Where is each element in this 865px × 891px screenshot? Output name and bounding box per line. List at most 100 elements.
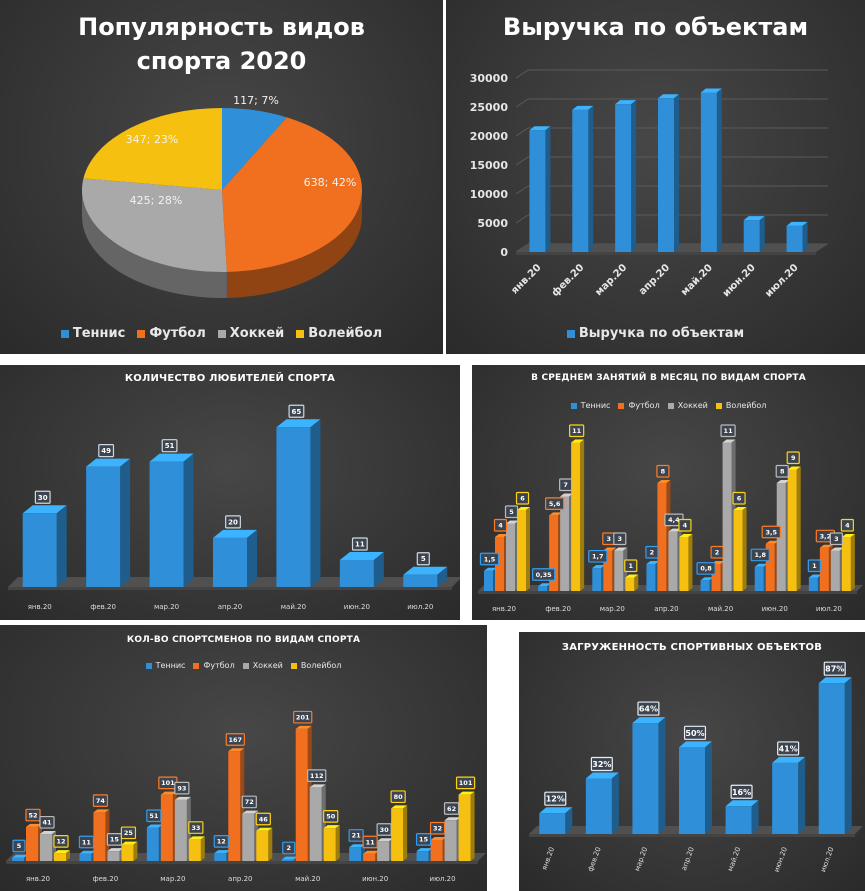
fans-bar <box>276 419 321 587</box>
pie-legend: Теннис Футбол Хоккей Волейбол <box>0 326 443 341</box>
sessions-data-label: 6 <box>732 491 746 505</box>
athletes-bar <box>458 791 475 861</box>
pie-slice-side <box>226 190 362 298</box>
fans-bar <box>403 566 448 587</box>
sessions-data-label: 2 <box>645 545 659 559</box>
fans-data-label: 49 <box>98 443 115 458</box>
y-tick-label: 15000 <box>470 159 509 172</box>
svg-text:72: 72 <box>245 798 254 806</box>
svg-text:11: 11 <box>572 427 582 435</box>
legend-item-football: Футбол <box>193 661 235 670</box>
legend-item-hockey: Хоккей <box>242 661 283 670</box>
y-tick-label: 0 <box>500 246 508 259</box>
svg-text:2: 2 <box>715 549 720 557</box>
sessions-data-label: 1 <box>624 559 638 573</box>
athletes-data-label: 167 <box>225 733 245 746</box>
y-tick-label: 5000 <box>477 217 508 230</box>
athletes-data-label: 15 <box>415 833 432 846</box>
sessions-data-label: 11 <box>569 424 585 438</box>
legend-item-hockey: Хоккей <box>667 401 708 410</box>
svg-text:15: 15 <box>419 836 429 844</box>
sessions-data-label: 4 <box>840 518 854 532</box>
x-tick-label: мар.20 <box>600 605 625 613</box>
sessions-data-label: 11 <box>720 424 736 438</box>
athletes-bar <box>214 850 231 861</box>
athletes-bar <box>309 784 326 861</box>
svg-text:3: 3 <box>834 535 839 543</box>
athletes-bar <box>121 841 138 861</box>
x-tick-label: мар.20 <box>160 875 185 883</box>
x-tick-label: июл.20 <box>407 603 433 611</box>
x-tick-label: апр.20 <box>654 605 678 613</box>
load-data-label: 12% <box>544 791 567 806</box>
load-bar <box>772 756 806 834</box>
svg-text:74: 74 <box>96 797 106 805</box>
athletes-data-label: 62 <box>443 802 460 815</box>
x-tick-label: янв.20 <box>26 875 50 883</box>
sessions-chart-title: В СРЕДНЕМ ЗАНЯТИЙ В МЕСЯЦ ПО ВИДАМ СПОРТ… <box>531 373 806 383</box>
x-tick-label: июл.20 <box>816 605 842 613</box>
pie-data-label: 425; 28% <box>130 194 183 207</box>
sessions-bar <box>517 507 530 591</box>
svg-text:3: 3 <box>618 535 623 543</box>
sessions-data-label: 7 <box>559 478 573 492</box>
load-bar <box>725 800 759 834</box>
fans-bar <box>149 453 194 587</box>
athletes-data-label: 50 <box>323 810 339 823</box>
sessions-data-label: 1,5 <box>479 552 500 566</box>
svg-text:87%: 87% <box>825 665 844 674</box>
revenue-bar <box>700 88 722 252</box>
svg-text:2: 2 <box>650 549 655 557</box>
svg-text:101: 101 <box>459 779 473 787</box>
svg-text:12: 12 <box>56 838 65 846</box>
svg-text:50: 50 <box>326 813 336 821</box>
pie-data-label: 638; 42% <box>304 176 357 189</box>
svg-text:0,8: 0,8 <box>700 565 712 573</box>
y-tick-label: 30000 <box>470 72 509 85</box>
svg-text:6: 6 <box>520 495 525 503</box>
sessions-data-label: 8 <box>656 464 670 478</box>
svg-text:4: 4 <box>498 522 503 530</box>
x-tick-label: янв.20 <box>492 605 516 613</box>
svg-text:64%: 64% <box>639 705 658 714</box>
x-tick-label: апр.20 <box>228 875 252 883</box>
x-tick-label: май.20 <box>679 262 715 298</box>
load-data-label: 16% <box>730 784 753 799</box>
fans-data-label: 20 <box>225 515 241 529</box>
fans-chart-title: КОЛИЧЕСТВО ЛЮБИТЕЛЕЙ СПОРТА <box>124 373 336 384</box>
fans-chart-panel: КОЛИЧЕСТВО ЛЮБИТЕЛЕЙ СПОРТА 30 янв.20 49 фе… <box>0 365 460 620</box>
svg-text:12: 12 <box>217 838 226 846</box>
athletes-bar <box>188 836 205 861</box>
svg-text:93: 93 <box>177 784 186 792</box>
x-tick-label: янв.20 <box>540 846 556 871</box>
athletes-data-label: 5 <box>12 839 26 853</box>
pie-slice-volleyball <box>83 108 222 190</box>
x-tick-label: фев.20 <box>545 605 571 613</box>
x-tick-label: янв.20 <box>28 603 52 611</box>
svg-text:41%: 41% <box>779 744 798 753</box>
legend-item-tennis: Теннис <box>145 661 185 670</box>
x-tick-label: янв.20 <box>509 262 543 296</box>
athletes-bar <box>295 725 312 861</box>
svg-text:4,4: 4,4 <box>668 516 680 524</box>
sessions-data-label: 3 <box>613 532 627 546</box>
sessions-data-label: 1,8 <box>750 548 770 562</box>
pie-slice-side <box>82 190 227 298</box>
svg-text:112: 112 <box>310 772 324 780</box>
svg-text:16%: 16% <box>732 788 751 797</box>
athletes-data-label: 21 <box>348 829 364 842</box>
sessions-data-label: 0,8 <box>696 562 716 575</box>
svg-text:1,7: 1,7 <box>592 553 604 561</box>
legend-item-football: Футбол <box>618 401 660 410</box>
legend-item-tennis: Теннис <box>570 401 610 410</box>
x-tick-label: июн.20 <box>773 846 789 873</box>
x-tick-label: май.20 <box>295 875 320 883</box>
x-tick-label: апр.20 <box>218 603 242 611</box>
athletes-data-label: 51 <box>146 809 162 823</box>
fans-bar <box>213 529 257 587</box>
fans-data-label: 5 <box>416 552 430 566</box>
svg-text:6: 6 <box>737 495 742 503</box>
athletes-data-label: 80 <box>390 790 406 804</box>
svg-text:5: 5 <box>17 842 22 850</box>
